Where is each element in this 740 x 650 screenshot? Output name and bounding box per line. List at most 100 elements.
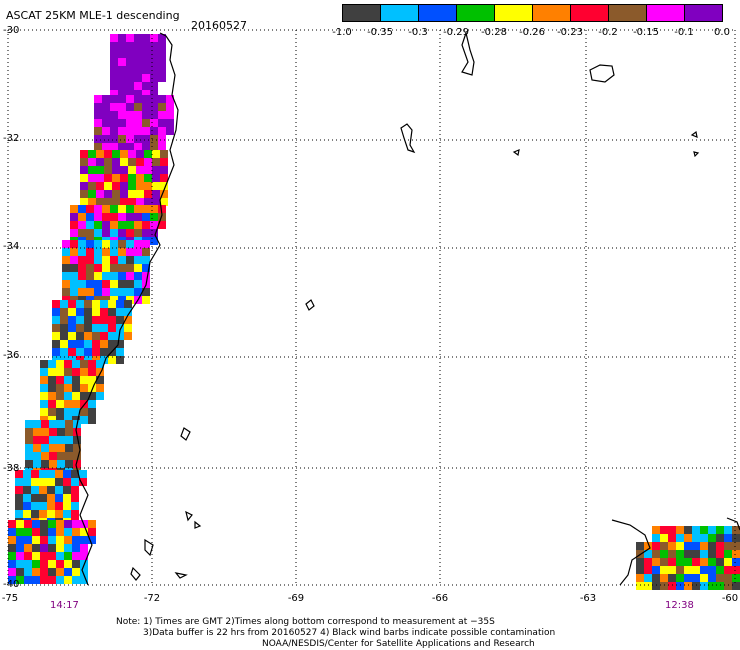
data-cell xyxy=(128,166,136,174)
data-cell xyxy=(70,264,78,272)
data-cell xyxy=(134,272,142,280)
data-cell xyxy=(158,42,166,50)
data-cell xyxy=(160,174,168,182)
data-cell xyxy=(48,376,56,384)
data-cell xyxy=(128,190,136,198)
data-cell xyxy=(72,536,80,544)
data-cell xyxy=(64,528,72,536)
data-cell xyxy=(700,574,708,582)
data-cell xyxy=(76,332,84,340)
data-cell xyxy=(78,205,86,213)
data-cell xyxy=(118,103,126,111)
data-cell xyxy=(52,316,60,324)
data-cell xyxy=(80,376,88,384)
data-cell xyxy=(118,248,126,256)
data-cell xyxy=(64,400,72,408)
data-cell xyxy=(102,119,110,127)
data-cell xyxy=(158,205,166,213)
data-cell xyxy=(88,174,96,182)
data-cell xyxy=(668,582,676,590)
data-cell xyxy=(134,248,142,256)
data-cell xyxy=(60,308,68,316)
data-cell xyxy=(92,340,100,348)
data-cell xyxy=(636,574,644,582)
data-cell xyxy=(94,229,102,237)
data-cell xyxy=(152,174,160,182)
data-cell xyxy=(102,135,110,143)
data-cell xyxy=(160,182,168,190)
data-cell xyxy=(64,392,72,400)
data-cell xyxy=(64,576,72,584)
data-cell xyxy=(136,166,144,174)
data-cell xyxy=(724,526,732,534)
data-cell xyxy=(134,111,142,119)
data-cell xyxy=(134,127,142,135)
data-cell xyxy=(79,478,87,486)
lat-label: -30 xyxy=(3,25,20,36)
data-cell xyxy=(668,542,676,550)
data-cell xyxy=(56,520,64,528)
data-cell xyxy=(60,332,68,340)
data-cell xyxy=(86,256,94,264)
pass-time-right: 12:38 xyxy=(665,600,694,611)
data-cell xyxy=(65,444,73,452)
data-cell xyxy=(676,582,684,590)
data-cell xyxy=(94,95,102,103)
data-cell xyxy=(142,296,150,304)
data-cell xyxy=(716,574,724,582)
data-cell xyxy=(80,190,88,198)
data-cell xyxy=(144,166,152,174)
data-cell xyxy=(150,34,158,42)
data-cell xyxy=(116,340,124,348)
colorbar-swatch xyxy=(494,4,533,22)
data-cell xyxy=(24,528,32,536)
data-cell xyxy=(80,568,88,576)
data-cell xyxy=(118,111,126,119)
data-cell xyxy=(102,280,110,288)
lon-label: -63 xyxy=(579,593,597,604)
data-cell xyxy=(150,127,158,135)
data-cell xyxy=(102,256,110,264)
data-cell xyxy=(71,494,79,502)
data-cell xyxy=(104,190,112,198)
data-cell xyxy=(96,392,104,400)
data-cell xyxy=(56,408,64,416)
colorbar-swatch xyxy=(380,4,419,22)
map-title: ASCAT 25KM MLE-1 descending xyxy=(6,9,180,22)
data-cell xyxy=(86,288,94,296)
data-cell xyxy=(78,229,86,237)
data-cell xyxy=(76,316,84,324)
data-cell xyxy=(49,436,57,444)
data-cell xyxy=(65,460,73,468)
data-cell xyxy=(64,384,72,392)
data-cell xyxy=(124,300,132,308)
lon-label: -75 xyxy=(1,593,19,604)
data-cell xyxy=(94,127,102,135)
data-cell xyxy=(56,360,64,368)
data-cell xyxy=(57,452,65,460)
data-cell xyxy=(724,558,732,566)
data-cell xyxy=(63,470,71,478)
data-cell xyxy=(652,534,660,542)
data-cell xyxy=(48,528,56,536)
data-cell xyxy=(72,568,80,576)
data-cell xyxy=(40,560,48,568)
data-cell xyxy=(110,240,118,248)
data-cell xyxy=(96,376,104,384)
data-cell xyxy=(64,376,72,384)
data-cell xyxy=(134,74,142,82)
data-cell xyxy=(94,240,102,248)
data-cell xyxy=(32,528,40,536)
data-cell xyxy=(15,470,23,478)
data-cell xyxy=(39,470,47,478)
data-cell xyxy=(636,566,644,574)
data-cell xyxy=(41,460,49,468)
data-cell xyxy=(668,566,676,574)
data-cell xyxy=(56,544,64,552)
data-cell xyxy=(78,248,86,256)
colorbar-swatch xyxy=(342,4,381,22)
data-cell xyxy=(57,444,65,452)
data-cell xyxy=(8,552,16,560)
data-cell xyxy=(660,526,668,534)
